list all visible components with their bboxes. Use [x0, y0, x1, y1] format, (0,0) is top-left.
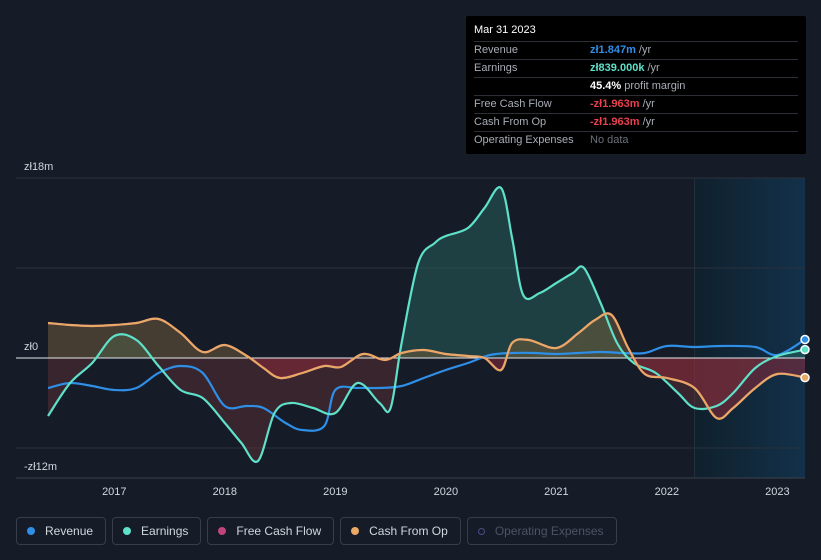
tooltip-value: zł839.000k — [590, 62, 645, 74]
x-tick-label: 2017 — [102, 486, 126, 498]
tooltip-row-fcf: Free Cash Flow -zł1.963m /yr — [474, 96, 798, 114]
legend-item-earnings[interactable]: Earnings — [112, 517, 202, 545]
earnings-area-positive — [48, 187, 805, 358]
y-tick-label: zł18m — [24, 161, 53, 173]
tooltip-value: -zł1.963m — [590, 98, 640, 110]
chart-background — [16, 177, 805, 479]
highlight-region — [694, 178, 805, 478]
legend-label: Free Cash Flow — [236, 524, 322, 538]
legend-item-operating-expenses[interactable]: Operating Expenses — [466, 517, 617, 545]
tooltip-row-earnings: Earnings zł839.000k /yr — [474, 60, 798, 78]
y-tick-label: -zł12m — [24, 461, 57, 473]
tooltip-unit: /yr — [635, 44, 652, 56]
x-tick-label: 2018 — [213, 486, 237, 498]
series-lines — [47, 186, 810, 464]
tooltip-row-revenue: Revenue zł1.847m /yr — [474, 42, 798, 60]
x-tick-label: 2020 — [434, 486, 458, 498]
area-fills — [16, 187, 805, 462]
tooltip-row-margin: 45.4% profit margin — [474, 78, 798, 96]
operating-expenses-dot-icon — [477, 527, 485, 535]
earnings-area-negative — [48, 358, 805, 462]
revenue-line — [47, 338, 806, 432]
tooltip-unit: /yr — [644, 62, 660, 74]
cash-from-op-dot-icon — [351, 527, 360, 535]
axis-labels: zł18m zł0 -zł12m 2017 2018 2019 2020 2021 2022 20… — [24, 161, 790, 498]
tooltip-value: -zł1.963m — [590, 116, 640, 128]
tooltip-value: 45.4% — [590, 80, 622, 92]
chart-area: zł18m zł0 -zł12m 2017 2018 2019 2020 2021 2022 20… — [16, 161, 810, 498]
legend-label: Revenue — [45, 524, 94, 538]
cash-from-op-line — [47, 312, 806, 420]
legend-item-cash-from-op[interactable]: Cash From Op — [340, 517, 461, 545]
cash-from-op-end-marker — [800, 372, 810, 383]
x-tick-label: 2021 — [544, 486, 568, 498]
tooltip-extra: profit margin — [621, 80, 686, 92]
cash-from-op-area-negative — [48, 358, 805, 419]
legend: Revenue Earnings Free Cash Flow Cash Fro… — [16, 517, 617, 545]
tooltip-panel: Mar 31 2023 Revenue zł1.847m /yr Earning… — [466, 16, 806, 154]
legend-item-revenue[interactable]: Revenue — [16, 517, 107, 545]
tooltip-unit: /yr — [639, 116, 655, 128]
tooltip-label: Revenue — [474, 44, 519, 56]
tooltip-row-opex: Operating Expenses No data — [474, 132, 798, 149]
tooltip-unit: /yr — [639, 98, 655, 110]
tooltip-label: Cash From Op — [474, 116, 547, 128]
legend-item-free-cash-flow[interactable]: Free Cash Flow — [207, 517, 335, 545]
revenue-end-marker — [800, 334, 810, 345]
x-tick-label: 2019 — [323, 486, 347, 498]
earnings-line — [47, 186, 806, 464]
tooltip-value: zł1.847m — [590, 44, 636, 56]
legend-label: Cash From Op — [369, 524, 448, 538]
tooltip-label: Free Cash Flow — [474, 98, 552, 110]
revenue-dot-icon — [27, 527, 35, 535]
legend-label: Operating Expenses — [494, 524, 604, 538]
x-tick-label: 2022 — [655, 486, 679, 498]
earnings-dot-icon — [123, 527, 132, 535]
x-tick-label: 2023 — [765, 486, 789, 498]
tooltip-label: Operating Expenses — [474, 134, 574, 146]
tooltip-label: Earnings — [474, 62, 518, 74]
legend-label: Earnings — [141, 524, 189, 538]
tooltip-row-cfo: Cash From Op -zł1.963m /yr — [474, 114, 798, 132]
tooltip-date: Mar 31 2023 — [474, 22, 798, 42]
tooltip-nodata: No data — [590, 134, 629, 146]
y-tick-label: zł0 — [24, 341, 38, 353]
tooltip-label — [474, 78, 590, 95]
free-cash-flow-dot-icon — [218, 527, 227, 535]
earnings-end-marker — [800, 344, 810, 355]
cash-from-op-area-positive — [48, 313, 805, 358]
